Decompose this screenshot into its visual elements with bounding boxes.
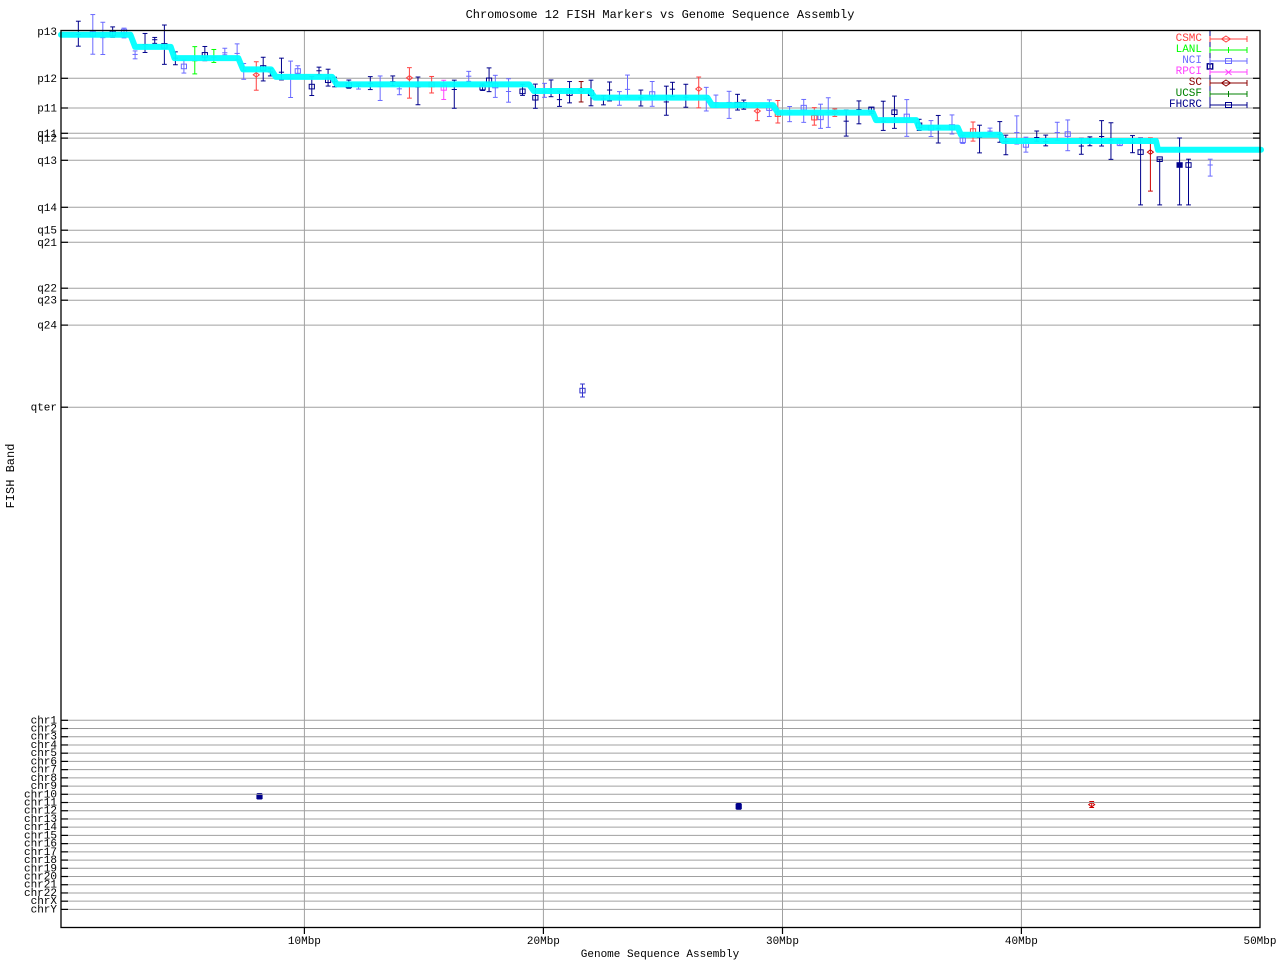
svg-text:q14: q14 (37, 203, 57, 215)
svg-text:p12: p12 (37, 74, 57, 86)
svg-text:FHCRC: FHCRC (1169, 99, 1202, 111)
svg-text:q21: q21 (37, 238, 57, 250)
svg-text:p13: p13 (37, 27, 57, 39)
svg-text:q13: q13 (37, 156, 57, 168)
svg-text:q24: q24 (37, 321, 57, 333)
svg-text:20Mbp: 20Mbp (527, 936, 560, 948)
svg-text:10Mbp: 10Mbp (288, 936, 321, 948)
svg-text:40Mbp: 40Mbp (1005, 936, 1038, 948)
svg-text:q22: q22 (37, 284, 57, 296)
svg-text:q12: q12 (37, 134, 57, 146)
svg-text:30Mbp: 30Mbp (766, 936, 799, 948)
svg-text:50Mbp: 50Mbp (1243, 936, 1276, 948)
svg-text:Chromosome 12 FISH Markers vs: Chromosome 12 FISH Markers vs Genome Seq… (466, 8, 855, 22)
svg-text:FISH Band: FISH Band (4, 444, 18, 509)
svg-text:q15: q15 (37, 226, 57, 238)
svg-text:q23: q23 (37, 296, 57, 308)
svg-text:p11: p11 (37, 104, 57, 116)
svg-text:Genome Sequence Assembly: Genome Sequence Assembly (581, 949, 740, 960)
svg-text:qter: qter (31, 403, 57, 415)
svg-text:chrY: chrY (31, 904, 58, 916)
